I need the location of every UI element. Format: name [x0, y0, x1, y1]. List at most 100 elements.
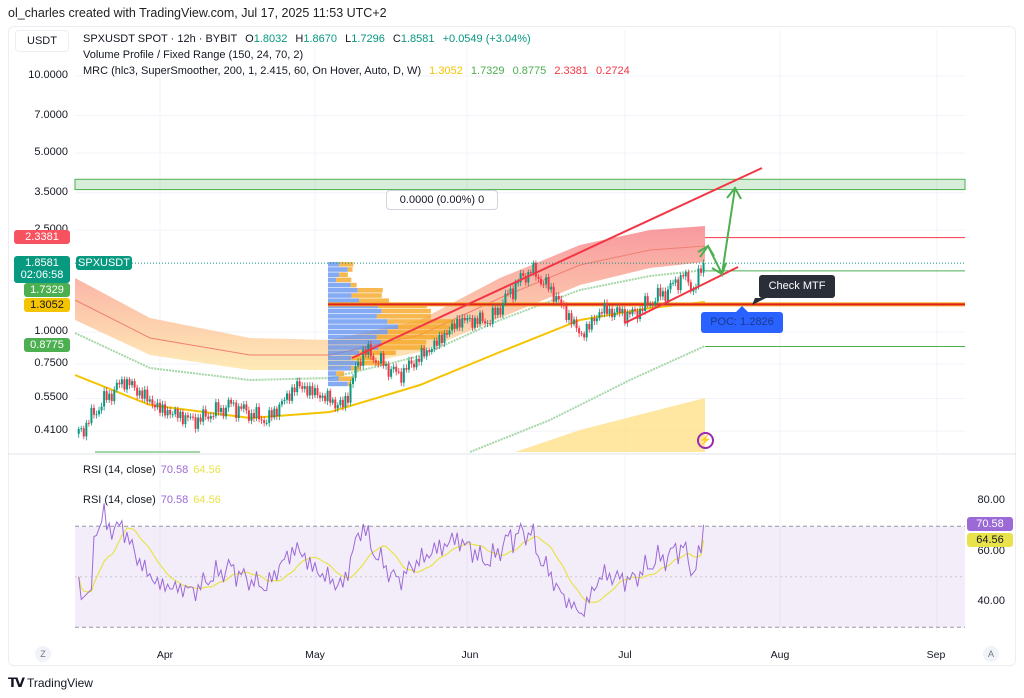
candle-body [263, 420, 266, 424]
mrc-value: 1.7329 [470, 65, 505, 77]
candle-body [506, 293, 509, 295]
volume-profile-bar-up [328, 288, 358, 293]
volume-profile-legend[interactable]: Volume Profile / Fixed Range (150, 24, 7… [83, 49, 304, 61]
candle-body [298, 381, 301, 387]
time-tick: Apr [156, 649, 174, 661]
volume-profile-bar-up [328, 319, 388, 324]
mrc-label: MRC (hlc3, SuperSmoother, 200, 1, 2.415,… [83, 65, 422, 77]
candle-body [219, 407, 222, 413]
candle-body [633, 309, 636, 311]
candle-body [468, 317, 471, 319]
candle-body [603, 303, 606, 314]
volume-profile-bar-down [338, 262, 354, 267]
candle-body [123, 379, 126, 390]
candle-body [443, 333, 446, 343]
bar-countdown: 02:06:58 [20, 269, 64, 281]
high-value: 1.8670 [303, 33, 338, 45]
candle-body [461, 317, 464, 328]
rsi-ma-value: 64.56 [193, 464, 221, 476]
volume-profile-bar-up [328, 371, 337, 376]
candle-body [651, 304, 654, 306]
candle-body [306, 386, 309, 396]
candle-body [519, 273, 522, 283]
mrc-green-lower-line [469, 345, 706, 453]
rsi-legend[interactable]: RSI (14, close) 70.58 64.56 [83, 494, 221, 506]
candle-body [479, 312, 482, 324]
candle-body [202, 409, 205, 422]
candle-body [151, 399, 154, 405]
log-scale-toggle[interactable]: Z [35, 646, 51, 662]
candle-body [113, 389, 116, 402]
candle-body [595, 318, 598, 322]
candle-body [209, 416, 212, 419]
price-tick: 0.5500 [34, 391, 68, 404]
candle-body [313, 388, 316, 396]
candle-body [138, 390, 141, 396]
volume-profile-bar-up [328, 293, 352, 298]
price-tick: 1.0000 [34, 325, 68, 337]
check-mtf-callout[interactable]: Check MTF [759, 275, 835, 298]
candle-body [486, 322, 489, 324]
candle-body [164, 404, 167, 416]
candle-body [240, 406, 243, 409]
open-value: 1.8032 [253, 33, 288, 45]
candle-body [98, 410, 101, 415]
candle-body [166, 409, 169, 416]
mrc-lower-band [515, 398, 705, 452]
mrc-legend[interactable]: MRC (hlc3, SuperSmoother, 200, 1, 2.415,… [83, 65, 630, 77]
candle-body [141, 390, 144, 399]
candle-body [258, 407, 261, 420]
candle-body [405, 368, 408, 370]
symbol-legend[interactable]: SPXUSDT SPOT · 12h · BYBIT O1.8032 H1.86… [83, 33, 531, 45]
candle-body [268, 410, 271, 423]
tradingview-logo[interactable]: 𝗧𝗩 TradingView [8, 675, 93, 691]
ohlc-open: O1.8032 [245, 33, 287, 45]
candle-body [606, 303, 609, 314]
candle-body [435, 340, 438, 346]
candle-body [517, 282, 520, 284]
candle-body [458, 318, 461, 328]
rsi-tick: 80.00 [977, 494, 1005, 506]
auto-scale-toggle[interactable]: A [983, 646, 999, 662]
symbol-name: SPXUSDT SPOT · 12h · BYBIT [83, 33, 238, 45]
candle-body [496, 307, 499, 315]
candle-body [392, 366, 395, 370]
projection-arrow [697, 187, 736, 278]
candle-body [562, 304, 565, 306]
mrc-mean-label: 1.3052 [24, 298, 70, 312]
candle-body [171, 414, 174, 416]
candle-body [92, 407, 95, 415]
candle-body [466, 317, 469, 321]
mrc-green-upper-line [74, 269, 706, 382]
rsi-legend-collapsed[interactable]: RSI (14, close) 70.58 64.56 [83, 464, 221, 476]
candle-body [656, 287, 659, 302]
candle-body [702, 263, 705, 273]
candle-body [331, 399, 334, 403]
candle-body [598, 312, 601, 319]
volume-profile-bar-down [381, 340, 427, 345]
candle-body [179, 411, 182, 419]
candle-body [687, 272, 690, 283]
candle-body [204, 409, 207, 417]
candle-body [372, 356, 375, 361]
poc-label[interactable]: POC: 1.2826 [701, 312, 783, 333]
currency-selector[interactable]: USDT [15, 30, 69, 52]
price-tick: 3.5000 [34, 185, 68, 198]
candle-body [181, 411, 184, 425]
rsi-ma-line [78, 527, 705, 603]
candle-body [529, 272, 532, 274]
volume-profile-bar-down [350, 282, 357, 288]
candle-body [700, 268, 703, 273]
volume-profile-bar-up [328, 324, 398, 329]
measure-label[interactable]: 0.0000 (0.00%) 0 [386, 190, 498, 210]
candle-body [153, 404, 156, 408]
candle-body [644, 296, 647, 311]
candle-body [245, 404, 248, 411]
candle-body [567, 313, 570, 320]
ohlc-low: L1.7296 [345, 33, 385, 45]
candle-body [623, 309, 626, 324]
candle-body [540, 278, 542, 285]
candle-body [311, 386, 314, 396]
lightning-icon[interactable]: ⚡ [697, 432, 714, 449]
